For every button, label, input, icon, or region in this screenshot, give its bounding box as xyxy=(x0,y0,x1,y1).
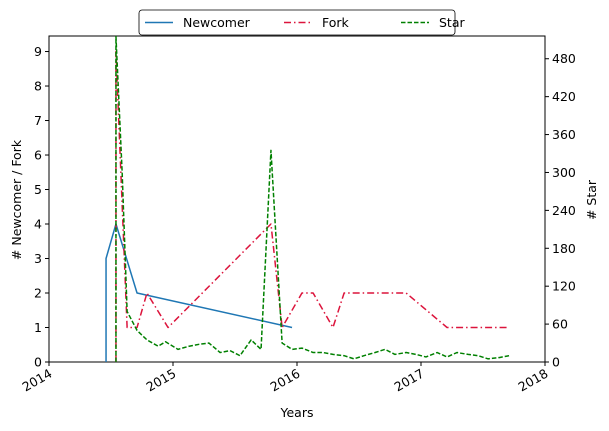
x-axis: 2014 2015 2016 2017 2018 xyxy=(19,362,551,395)
legend-label-fork: Fork xyxy=(322,15,350,30)
y-left-tick-label: 5 xyxy=(34,182,42,197)
y-left-tick-label: 2 xyxy=(34,286,42,301)
y-left-tick-label: 7 xyxy=(34,113,42,128)
x-tick-label: 2015 xyxy=(143,366,178,395)
x-tick-label: 2014 xyxy=(19,366,54,395)
y-left-tick-label: 1 xyxy=(34,320,42,335)
x-tick-label: 2017 xyxy=(391,366,426,395)
y-right-tick-label: 120 xyxy=(552,279,576,294)
y-axis-left-label: # Newcomer / Fork xyxy=(9,139,24,260)
legend-label-newcomer: Newcomer xyxy=(183,15,251,30)
y-axis-right-label: # Star xyxy=(584,179,599,220)
series-layer xyxy=(105,35,510,362)
y-right-tick-label: 240 xyxy=(552,203,576,218)
y-right-tick-label: 180 xyxy=(552,241,576,256)
y-axis-left: 0 1 2 3 4 5 6 7 8 9 xyxy=(34,44,49,370)
y-left-tick-label: 8 xyxy=(34,79,42,94)
y-left-tick-label: 9 xyxy=(34,44,42,59)
y-right-tick-label: 360 xyxy=(552,127,576,142)
y-right-tick-label: 60 xyxy=(552,317,568,332)
x-tick-label: 2018 xyxy=(515,366,550,395)
y-right-tick-label: 300 xyxy=(552,165,576,180)
y-left-tick-label: 4 xyxy=(34,217,42,232)
x-tick-label: 2016 xyxy=(267,366,302,395)
legend: Newcomer Fork Star xyxy=(138,9,465,36)
y-left-tick-label: 3 xyxy=(34,251,42,266)
y-left-tick-label: 0 xyxy=(34,355,42,370)
y-right-tick-label: 0 xyxy=(552,355,560,370)
y-left-tick-label: 6 xyxy=(34,148,42,163)
legend-box xyxy=(138,9,456,36)
legend-label-star: Star xyxy=(439,15,465,30)
series-line-star xyxy=(115,35,510,362)
series-line-fork xyxy=(115,50,510,362)
y-right-tick-label: 480 xyxy=(552,51,576,66)
y-right-tick-label: 420 xyxy=(552,89,576,104)
x-axis-label: Years xyxy=(280,405,314,420)
y-axis-right: 0 60 120 180 240 300 360 420 480 xyxy=(545,51,576,370)
